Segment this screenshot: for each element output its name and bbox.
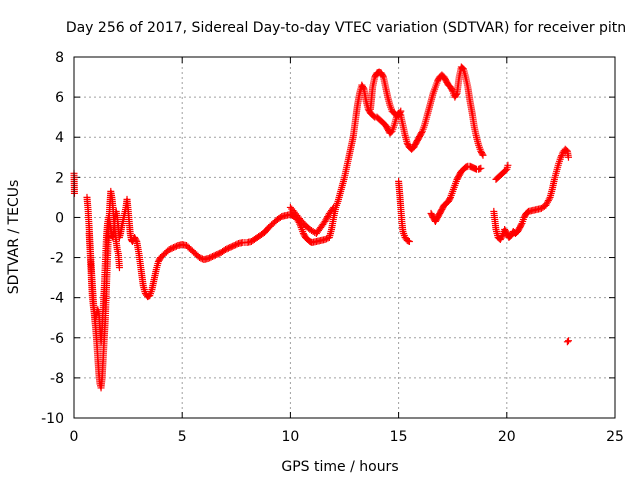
data-point <box>115 264 123 272</box>
data-point <box>545 195 553 203</box>
x-tick-label: 25 <box>606 429 624 445</box>
data-point <box>544 197 552 205</box>
data-point <box>396 108 404 116</box>
data-point <box>502 166 510 174</box>
plot-frame <box>73 56 616 419</box>
x-tick-label: 15 <box>390 429 408 445</box>
data-point <box>330 203 338 211</box>
data-point <box>562 146 570 154</box>
data-point <box>359 84 367 92</box>
data-point <box>498 233 506 241</box>
data-point <box>132 236 140 244</box>
data-point <box>446 195 454 203</box>
y-tick-label: 0 <box>55 210 64 226</box>
data-point <box>557 153 565 161</box>
y-axis-label: SDTVAR / TECUs <box>6 180 22 295</box>
y-tick-label: -4 <box>50 291 64 307</box>
data-point <box>405 238 413 246</box>
x-tick-label: 10 <box>281 429 299 445</box>
x-tick-label: 0 <box>70 429 79 445</box>
data-point <box>517 221 525 229</box>
data-point <box>448 86 456 94</box>
x-axis-label: GPS time / hours <box>281 459 398 475</box>
y-tick-label: -2 <box>50 251 64 267</box>
data-point <box>558 152 566 160</box>
y-tick-label: -8 <box>50 371 64 387</box>
data-point <box>543 200 551 208</box>
y-tick-label: -6 <box>50 331 64 347</box>
data-point <box>479 151 487 159</box>
data-point <box>324 213 332 221</box>
data-point <box>322 216 330 224</box>
tick-labels: 0 5 10 15 20 25 -10 -8 -6 -4 -2 0 2 4 6 8 <box>41 50 624 445</box>
grid-lines <box>74 57 615 418</box>
y-tick-label: 2 <box>55 170 64 186</box>
y-tick-label: 4 <box>55 130 64 146</box>
data-points <box>70 63 572 392</box>
data-point <box>542 201 550 209</box>
data-point <box>478 150 486 158</box>
data-point <box>458 64 466 72</box>
data-point <box>564 337 572 345</box>
x-tick-label: 20 <box>498 429 516 445</box>
chart-title: Day 256 of 2017, Sidereal Day-to-day VTE… <box>66 20 626 36</box>
data-point <box>329 205 337 213</box>
data-point <box>563 338 571 346</box>
y-tick-label: 6 <box>55 90 64 106</box>
y-tick-label: 8 <box>55 50 64 66</box>
data-point <box>379 72 387 80</box>
data-point <box>397 107 405 115</box>
data-point <box>543 198 551 206</box>
data-point <box>418 129 426 137</box>
data-point <box>321 217 329 225</box>
axis-ticks <box>73 56 616 419</box>
data-point <box>452 90 460 98</box>
data-point <box>323 214 331 222</box>
data-point <box>504 161 512 169</box>
data-point <box>370 112 378 120</box>
y-tick-label: -10 <box>41 411 64 427</box>
data-point <box>477 164 485 172</box>
x-tick-label: 5 <box>178 429 187 445</box>
data-point <box>564 153 572 161</box>
